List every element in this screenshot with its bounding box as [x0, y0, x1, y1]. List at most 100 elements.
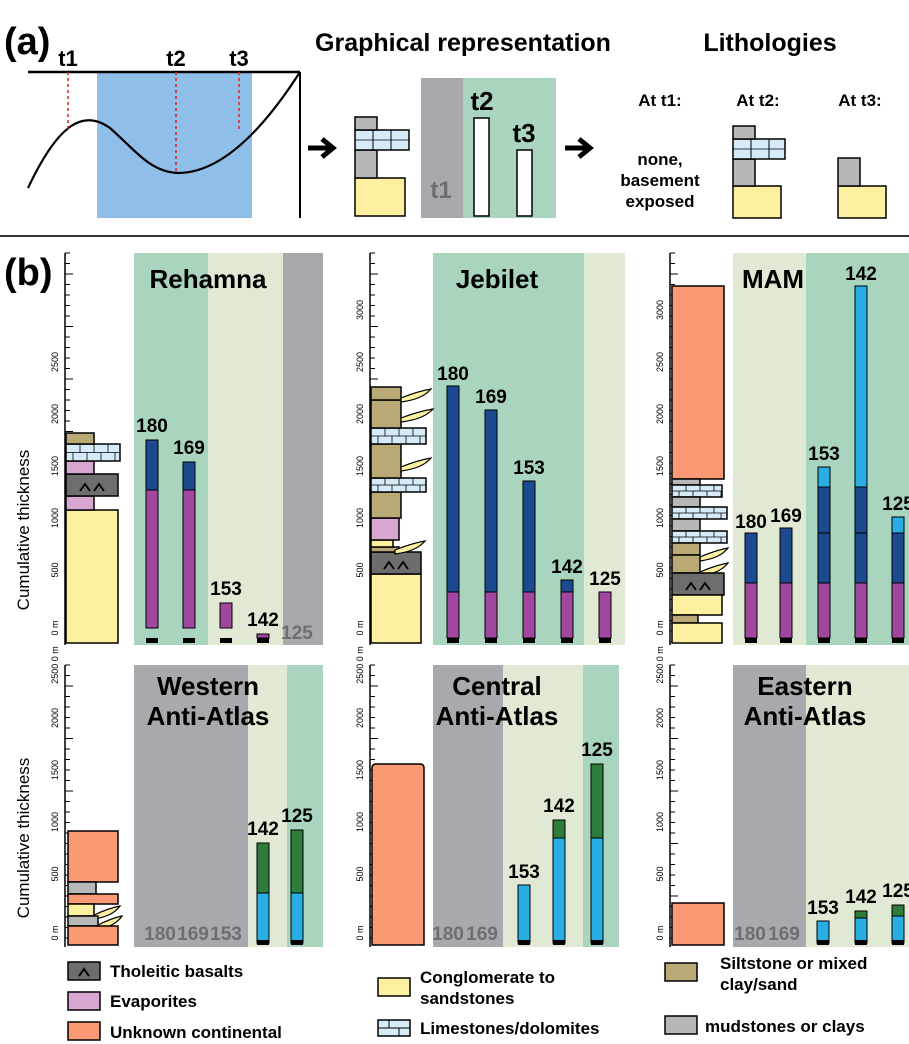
column-base [518, 940, 530, 945]
basin-title: Anti-Atlas [147, 701, 270, 731]
t3-mudstone [837, 157, 861, 187]
column-base [855, 638, 867, 643]
column-segment [854, 532, 868, 584]
column-label-absent: 169 [466, 924, 498, 945]
log-siltstone [370, 399, 402, 429]
y-tick-label: 2000 [50, 708, 60, 728]
column-segment [290, 892, 304, 944]
column-base [892, 638, 904, 643]
column-segment [552, 837, 566, 944]
log-siltstone [370, 443, 402, 479]
column-segment [219, 602, 233, 629]
log-block [370, 517, 400, 541]
y-tick-label: 3000 [655, 300, 665, 320]
sand-lens [400, 408, 435, 423]
legend-label-mudstones: mudstones or clays [705, 1017, 865, 1036]
sand-lens [699, 547, 730, 562]
legend-item-siltstone: Siltstone or mixed clay/sand [664, 954, 867, 994]
legend-label-continental: Unknown continental [110, 1023, 282, 1042]
column-base [892, 940, 904, 945]
log-siltstone [65, 432, 95, 445]
y-tick-label: 500 [50, 562, 60, 577]
log-siltstone [671, 554, 701, 574]
column-base [523, 638, 535, 643]
y-tick-label: 1000 [50, 508, 60, 528]
panel-a: (a) t1 t2 t3 Graphical representation t1… [4, 21, 887, 219]
log-basalt [370, 551, 422, 575]
legend: Tholeitic basalts Evaporites Unknown con… [67, 954, 867, 1042]
y-tick-label: 0 m [50, 925, 60, 940]
time-band [806, 665, 909, 947]
column-segment [891, 532, 905, 584]
legend-item-mudstones: mudstones or clays [664, 1015, 865, 1036]
time-band [733, 665, 806, 947]
log-block [671, 614, 699, 624]
column-label-absent: 153 [210, 924, 242, 945]
column-segment [182, 489, 196, 629]
y-tick-label: 0 m [655, 925, 665, 940]
log-sandstone [671, 594, 723, 616]
column-label: 180 [735, 512, 767, 533]
column-segment [446, 591, 460, 639]
y-tick-label: 0 m [355, 925, 365, 940]
log-siltstone [370, 491, 402, 519]
log-block [671, 285, 725, 480]
legend-swatch-sandstone [377, 977, 411, 997]
graph-bg-t1 [421, 78, 463, 218]
y-tick-label: 1500 [355, 456, 365, 476]
y-tick-label: 2000 [355, 708, 365, 728]
basin-panel: 3000 2500 2000 1500 1000 500 0 m MAM 180 169 153 14… [655, 252, 909, 645]
log-block [65, 460, 95, 475]
legend-label-sandstones-1: Conglomerate to [420, 968, 555, 987]
column-base [485, 638, 497, 643]
column-segment [560, 579, 574, 593]
basin-title: Anti-Atlas [744, 701, 867, 731]
y-tick-label: 1000 [655, 508, 665, 528]
t2-mudstone [732, 158, 756, 187]
log-continental [671, 902, 725, 946]
log-block [370, 399, 402, 429]
column-base [780, 638, 792, 643]
t2-mudstone-top [732, 125, 756, 140]
column-label: 153 [513, 458, 545, 479]
column-segment [522, 480, 536, 593]
column-segment [446, 385, 460, 593]
column-segment [779, 582, 793, 639]
sketch-sandstone [354, 177, 406, 217]
column-base [561, 638, 573, 643]
t1-label: t1 [58, 46, 78, 71]
basin-profile-curve [27, 71, 301, 189]
column-segment [854, 917, 868, 944]
log-block [370, 539, 394, 548]
log-block [67, 903, 95, 917]
column-segment [598, 591, 612, 639]
legend-swatch-basalt [67, 961, 101, 981]
arrow-right-icon [565, 137, 594, 159]
lithologies-title: Lithologies [703, 29, 836, 57]
column-segment [817, 486, 831, 534]
y-tick-label: 2500 0 m [655, 646, 665, 684]
column-base [257, 638, 269, 643]
legend-swatch-continental [67, 1021, 101, 1041]
log-block [370, 551, 422, 575]
column-label: 169 [173, 438, 205, 459]
log-block [65, 509, 119, 644]
column-label: 125 [882, 494, 909, 515]
y-tick-label: 0 m [50, 620, 60, 635]
column-segment [779, 527, 793, 584]
column-segment [891, 516, 905, 534]
column-label-absent: 169 [768, 924, 800, 945]
log-limestone [671, 506, 728, 520]
column-segment [484, 409, 498, 593]
log-sandstone [370, 539, 394, 548]
legend-label-sandstones-2: sandstones [420, 989, 514, 1008]
column-base [257, 940, 269, 945]
graph-t1-label: t1 [430, 177, 451, 204]
column-label: 142 [247, 819, 279, 840]
column-segment [590, 837, 604, 944]
column-segment [290, 829, 304, 894]
column-label: 153 [807, 898, 839, 919]
basin-title: Rehamna [149, 264, 267, 294]
legend-item-evaporites: Evaporites [67, 991, 197, 1011]
